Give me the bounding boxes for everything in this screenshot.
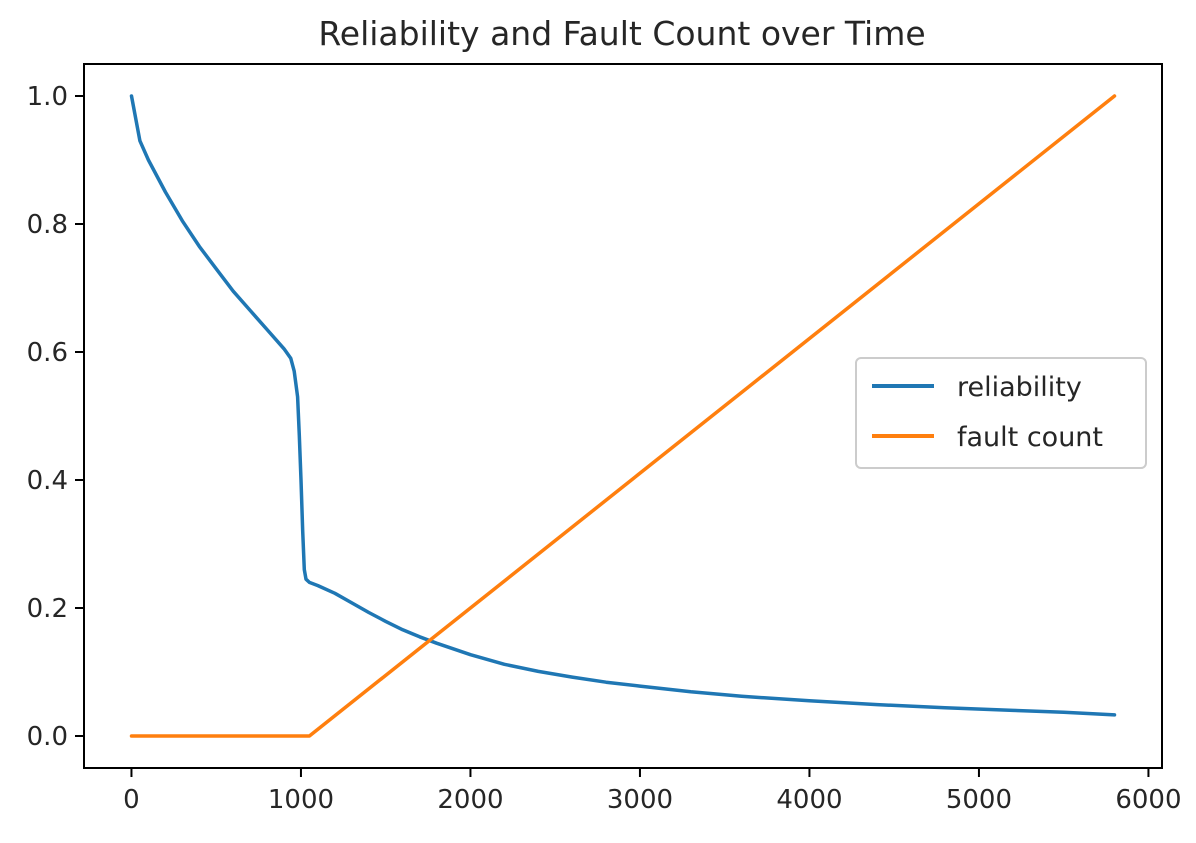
y-tick-label: 0.2 (27, 594, 68, 624)
x-tick-label: 1000 (268, 785, 334, 815)
legend-label-reliability: reliability (957, 372, 1082, 403)
x-tick-label: 6000 (1115, 785, 1181, 815)
legend-label-fault-count: fault count (957, 422, 1103, 453)
x-tick-label: 3000 (607, 785, 673, 815)
y-tick-label: 0.4 (27, 466, 68, 496)
series-line-reliability (129, 94, 1117, 717)
x-tick-label: 4000 (776, 785, 842, 815)
x-axis: 0 1000 2000 3000 4000 5000 6000 (123, 768, 1182, 815)
y-axis: 0.0 0.2 0.4 0.6 0.8 1.0 (27, 82, 84, 752)
y-tick-label: 0.8 (27, 210, 68, 240)
y-tick-label: 0.0 (27, 722, 68, 752)
plot-frame (83, 63, 1163, 769)
y-tick-label: 1.0 (27, 82, 68, 112)
legend: reliability fault count (855, 357, 1147, 469)
plot-series (129, 94, 1117, 738)
x-tick-label: 0 (123, 785, 140, 815)
series-line-fault-count (129, 94, 1117, 738)
chart-title: Reliability and Fault Count over Time (318, 14, 925, 53)
x-tick-label: 2000 (437, 785, 503, 815)
y-tick-label: 0.6 (27, 338, 68, 368)
x-tick-label: 5000 (946, 785, 1012, 815)
